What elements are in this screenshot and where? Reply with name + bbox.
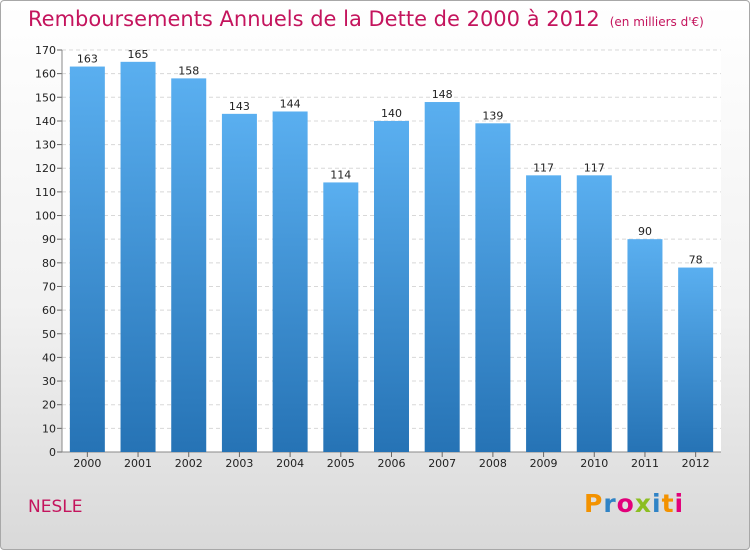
bar-value-label: 117 (533, 161, 554, 174)
proxiti-logo: Proxiti (584, 489, 684, 518)
logo-letter: i (652, 489, 662, 518)
bar-value-label: 78 (689, 254, 703, 267)
chart-title: Remboursements Annuels de la Dette de 20… (28, 7, 704, 31)
y-tick-label: 30 (42, 375, 56, 388)
x-tick-label: 2009 (530, 457, 558, 470)
logo-letter: i (674, 489, 685, 518)
bar-value-label: 144 (280, 97, 301, 110)
bar-value-label: 117 (584, 161, 605, 174)
y-tick-label: 90 (42, 233, 56, 246)
bar-value-label: 143 (229, 100, 250, 113)
x-tick-label: 2005 (327, 457, 355, 470)
chart-title-text: Remboursements Annuels de la Dette de 20… (28, 7, 600, 31)
y-tick-label: 150 (35, 91, 56, 104)
chart-unit: (en milliers d'€) (609, 15, 704, 29)
y-tick-label: 40 (42, 351, 56, 364)
x-tick-label: 2002 (175, 457, 203, 470)
logo-letter: x (634, 489, 652, 518)
bar-value-label: 114 (330, 168, 351, 181)
y-tick-label: 50 (42, 328, 56, 341)
bar-value-label: 163 (77, 53, 98, 66)
bar-value-label: 158 (178, 64, 199, 77)
bar-value-label: 165 (128, 48, 149, 61)
bar (678, 267, 714, 452)
x-tick-label: 2007 (428, 457, 456, 470)
bar (475, 123, 511, 453)
bar (272, 111, 308, 452)
y-tick-label: 100 (35, 210, 56, 223)
y-tick-label: 160 (35, 68, 56, 81)
y-tick-label: 130 (35, 139, 56, 152)
y-tick-label: 170 (35, 44, 56, 57)
x-tick-label: 2008 (479, 457, 507, 470)
logo-letter: t (661, 489, 675, 518)
x-tick-label: 2004 (276, 457, 304, 470)
x-tick-label: 2000 (73, 457, 101, 470)
y-tick-label: 140 (35, 115, 56, 128)
bar (221, 113, 257, 453)
y-tick-label: 60 (42, 304, 56, 317)
bar (576, 175, 612, 452)
bar (323, 182, 359, 452)
place-name: NESLE (28, 497, 83, 517)
bar-value-label: 148 (432, 88, 453, 101)
bar (120, 61, 156, 453)
logo-letter: r (603, 489, 617, 518)
bar (526, 175, 562, 452)
x-tick-label: 2001 (124, 457, 152, 470)
x-tick-label: 2011 (631, 457, 659, 470)
x-tick-label: 2003 (225, 457, 253, 470)
bar (424, 102, 460, 452)
bar-value-label: 139 (482, 109, 503, 122)
bar (171, 78, 207, 453)
bar (374, 120, 409, 453)
bar-value-label: 140 (381, 107, 402, 120)
bar (627, 239, 663, 452)
y-tick-label: 110 (35, 186, 56, 199)
y-tick-label: 10 (42, 422, 56, 435)
y-tick-label: 0 (49, 446, 56, 459)
bar-value-label: 90 (638, 225, 652, 238)
x-tick-label: 2012 (682, 457, 710, 470)
logo-letter: P (584, 489, 604, 518)
y-tick-label: 20 (42, 399, 56, 412)
x-tick-label: 2006 (378, 457, 406, 470)
bar (69, 66, 105, 452)
logo-letter: o (616, 489, 635, 518)
y-tick-label: 80 (42, 257, 56, 270)
y-tick-label: 70 (42, 280, 56, 293)
x-tick-label: 2010 (580, 457, 608, 470)
y-tick-label: 120 (35, 162, 56, 175)
